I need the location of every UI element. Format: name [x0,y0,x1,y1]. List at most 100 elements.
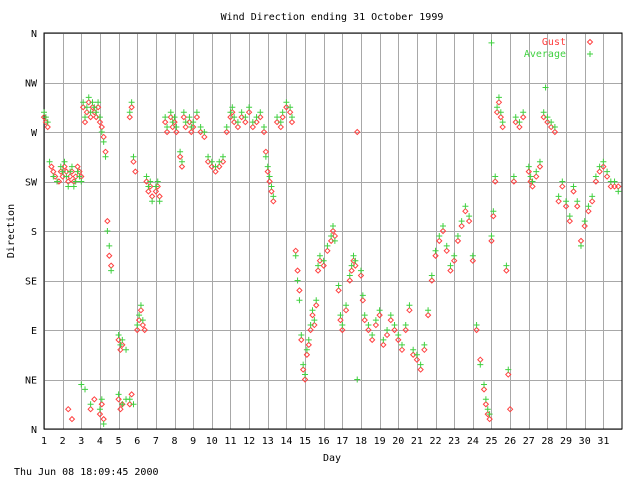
average-point [294,277,301,284]
gust-point [380,341,387,349]
gust-point [117,346,124,354]
gust-point [44,123,51,131]
average-point [494,104,501,111]
gust-point [128,391,135,398]
average-point [585,203,592,210]
average-point [130,401,137,408]
gust-point [516,123,523,131]
average-point [186,114,193,121]
gust-point [227,113,234,121]
gust-point [417,366,424,373]
average-point [117,341,124,348]
x-tick-label: 9 [190,436,196,447]
gust-point [544,118,551,126]
gust-point [477,356,484,363]
gust-point [104,217,111,225]
average-point [227,109,234,116]
average-point [91,104,98,111]
gust-point [262,148,270,156]
gust-point [74,163,81,170]
average-point [87,109,94,116]
gust-point [249,123,257,131]
gust-point [480,386,488,393]
average-point [104,228,111,234]
gust-point [309,311,316,319]
average-point [387,312,394,319]
average-point [600,158,607,165]
gust-point [245,108,253,116]
average-point [173,124,180,131]
average-point [193,109,200,116]
x-tick-label: 15 [299,436,311,447]
gust-point [482,401,490,408]
average-point [542,84,549,91]
average-point [343,302,350,309]
x-tick-label: 25 [485,436,497,447]
average-point [357,267,364,274]
gust-point [525,168,532,175]
gust-point [303,351,311,358]
average-point [581,218,588,225]
average-point [59,168,66,175]
x-tick-label: 31 [597,436,609,447]
timestamp-footer: Thu Jun 08 18:09:45 2000 [14,467,159,478]
gust-point [327,237,335,245]
gust-point [96,410,104,418]
gust-point [201,133,208,141]
average-point [417,361,424,368]
average-point [197,124,204,131]
x-tick-label: 24 [467,436,479,447]
average-point [223,124,230,131]
gust-point [488,237,495,245]
gust-point [458,222,465,230]
average-point [311,317,318,324]
x-tick-label: 18 [355,436,367,447]
y-tick-label: N [31,29,37,40]
gust-point [588,198,596,205]
average-point [83,104,90,111]
gust-point [50,168,57,175]
gust-point [495,99,503,106]
average-point [171,114,178,121]
x-tick-label: 17 [336,436,348,447]
gust-point [413,356,421,363]
gust-point [365,326,372,334]
gust-point [137,306,145,314]
gust-point [197,128,204,136]
average-point [503,262,510,269]
gust-point [132,168,139,175]
average-point [335,282,342,289]
gust-point [223,128,230,136]
average-point [283,99,290,106]
y-tick-label: NW [25,79,38,90]
gust-point [100,133,107,141]
gust-point [180,113,188,121]
gust-point [292,247,299,255]
gust-point [551,128,559,136]
gust-point [421,346,428,354]
average-point [548,119,555,126]
gust-point [354,128,361,136]
average-point [516,119,523,126]
gust-point [298,336,305,344]
gust-point [305,341,312,349]
average-point [266,173,273,180]
average-point [287,104,294,111]
average-point [54,178,61,185]
gust-point [161,118,169,126]
average-point [89,99,96,106]
average-point [264,163,271,170]
gust-point [94,104,102,111]
gust-point [499,123,506,131]
average-point [126,109,133,116]
gust-point [603,173,611,180]
average-point [309,307,316,314]
gust-point [130,158,137,165]
average-point [410,346,417,353]
average-point [395,331,402,338]
average-point [98,396,105,403]
average-point [512,114,519,121]
y-tick-labels: N NE E SE S SW W NW N [25,29,38,436]
gust-point [143,178,150,185]
x-axis-label: Day [323,453,341,464]
